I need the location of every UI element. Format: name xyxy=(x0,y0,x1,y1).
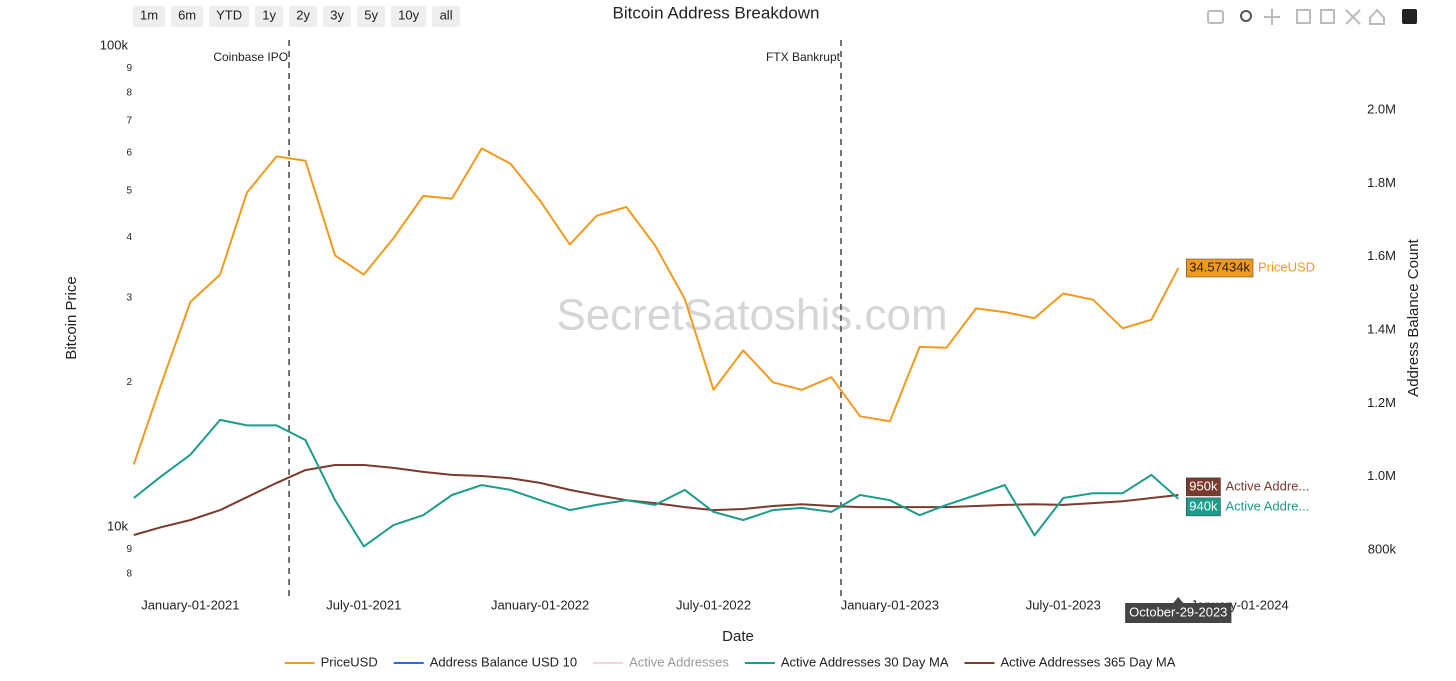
x-tick-label: July-01-2021 xyxy=(326,597,401,612)
range-button-label[interactable]: 1y xyxy=(262,7,276,22)
y-tick-label: 5 xyxy=(126,186,132,197)
range-button-label[interactable]: all xyxy=(440,7,453,22)
series-line xyxy=(133,464,1179,536)
y-tick-label: 8 xyxy=(126,568,132,579)
y-tick-label: 100k xyxy=(100,38,129,53)
y2-tick-label: 1.2M xyxy=(1367,395,1396,410)
series-line xyxy=(133,418,1179,548)
end-label-value: 950k xyxy=(1189,478,1218,493)
pan-icon[interactable] xyxy=(1264,9,1280,25)
legend-label[interactable]: Active Addresses 30 Day MA xyxy=(781,654,949,669)
end-label-value: 940k xyxy=(1189,498,1218,513)
y-tick-label: 6 xyxy=(126,148,132,159)
x-tick-label: January-01-2021 xyxy=(141,597,239,612)
end-label-box xyxy=(1186,497,1221,517)
event-label: Coinbase IPO xyxy=(213,50,288,64)
range-button-bg[interactable] xyxy=(255,6,284,27)
range-button-label[interactable]: 5y xyxy=(364,7,378,22)
legend-label[interactable]: Active Addresses xyxy=(629,654,729,669)
legend-item[interactable]: Active Addresses xyxy=(593,654,729,669)
watermark: SecretSatoshis.com xyxy=(556,291,947,340)
y2-tick-label: 2.0M xyxy=(1367,101,1396,116)
range-button-label[interactable]: 6m xyxy=(178,7,196,22)
range-button[interactable]: 10y xyxy=(391,6,427,27)
chart-title: Bitcoin Address Breakdown xyxy=(613,3,820,22)
y2-tick-label: 1.6M xyxy=(1367,248,1396,263)
range-button[interactable]: 1m xyxy=(133,6,166,27)
zoom-in-icon[interactable] xyxy=(1296,9,1311,24)
range-button[interactable]: 1y xyxy=(255,6,284,27)
range-button[interactable]: YTD xyxy=(209,6,250,27)
range-button[interactable]: 5y xyxy=(357,6,386,27)
range-button[interactable]: all xyxy=(432,6,461,27)
range-button-label[interactable]: 10y xyxy=(398,7,419,22)
range-button-label[interactable]: YTD xyxy=(216,7,242,22)
end-label-name: PriceUSD xyxy=(1258,259,1315,274)
range-button-bg[interactable] xyxy=(289,6,318,27)
y2-tick-label: 1.8M xyxy=(1367,175,1396,190)
hover-label-box xyxy=(1125,603,1232,623)
y-tick-label: 9 xyxy=(126,544,132,555)
range-button[interactable]: 2y xyxy=(289,6,318,27)
end-label-value: 34.57434k xyxy=(1189,259,1250,274)
camera-icon[interactable] xyxy=(1207,10,1224,24)
y2-axis-title: Address Balance Count xyxy=(1405,238,1422,396)
plotly-logo[interactable] xyxy=(1402,9,1417,24)
reset-icon[interactable] xyxy=(1369,8,1385,25)
y-tick-label: 3 xyxy=(126,292,132,303)
y-tick-label: 7 xyxy=(126,115,132,126)
y-tick-label: 8 xyxy=(126,87,132,98)
zoom-icon[interactable] xyxy=(1240,10,1252,22)
range-button-bg[interactable] xyxy=(323,6,352,27)
range-button[interactable]: 6m xyxy=(171,6,204,27)
zoom-out-icon[interactable] xyxy=(1320,9,1335,24)
legend-label[interactable]: Address Balance USD 10 xyxy=(430,654,577,669)
x-tick-label: July-01-2022 xyxy=(676,597,751,612)
range-button-label[interactable]: 3y xyxy=(330,7,344,22)
modebar xyxy=(1207,8,1417,25)
x-tick-label: July-01-2023 xyxy=(1026,597,1101,612)
x-tick-label: January-01-2023 xyxy=(841,597,939,612)
range-button-label[interactable]: 1m xyxy=(140,7,158,22)
range-button-label[interactable]: 2y xyxy=(296,7,310,22)
range-button-bg[interactable] xyxy=(209,6,250,27)
range-button-bg[interactable] xyxy=(391,6,427,27)
range-button-bg[interactable] xyxy=(432,6,461,27)
y-tick-label: 10k xyxy=(107,519,128,534)
legend-label[interactable]: Active Addresses 365 Day MA xyxy=(1001,654,1176,669)
hover-label-text: October-29-2023 xyxy=(1129,604,1227,619)
event-label: FTX Bankrupt xyxy=(766,50,841,64)
y2-tick-label: 1.0M xyxy=(1367,468,1396,483)
end-label-name: Active Addre... xyxy=(1225,478,1309,493)
y-axis-title: Bitcoin Price xyxy=(63,276,80,359)
y-tick-label: 2 xyxy=(126,377,132,388)
hover-label: October-29-2023 xyxy=(1125,597,1232,623)
end-label-box xyxy=(1186,477,1221,497)
y-tick-label: 4 xyxy=(126,232,132,243)
y-tick-label: 9 xyxy=(126,63,132,74)
range-button-bg[interactable] xyxy=(171,6,204,27)
legend-item[interactable]: PriceUSD xyxy=(284,654,378,669)
end-label-name: Active Addre... xyxy=(1225,498,1309,513)
x-tick-label: January-01-2022 xyxy=(491,597,589,612)
legend-item[interactable]: Active Addresses 30 Day MA xyxy=(744,654,949,669)
series-line xyxy=(132,147,1180,465)
y2-tick-label: 800k xyxy=(1368,541,1397,556)
range-button-bg[interactable] xyxy=(357,6,386,27)
autoscale-icon[interactable] xyxy=(1345,9,1361,25)
x-axis-title: Date xyxy=(722,628,754,645)
hover-label-pointer xyxy=(1173,597,1184,603)
end-label-box xyxy=(1186,258,1254,278)
legend-label[interactable]: PriceUSD xyxy=(321,654,378,669)
range-button-bg[interactable] xyxy=(133,6,166,27)
range-button[interactable]: 3y xyxy=(323,6,352,27)
legend-item[interactable]: Active Addresses 365 Day MA xyxy=(964,654,1176,669)
legend-item[interactable]: Address Balance USD 10 xyxy=(393,654,577,669)
y2-tick-label: 1.4M xyxy=(1367,321,1396,336)
